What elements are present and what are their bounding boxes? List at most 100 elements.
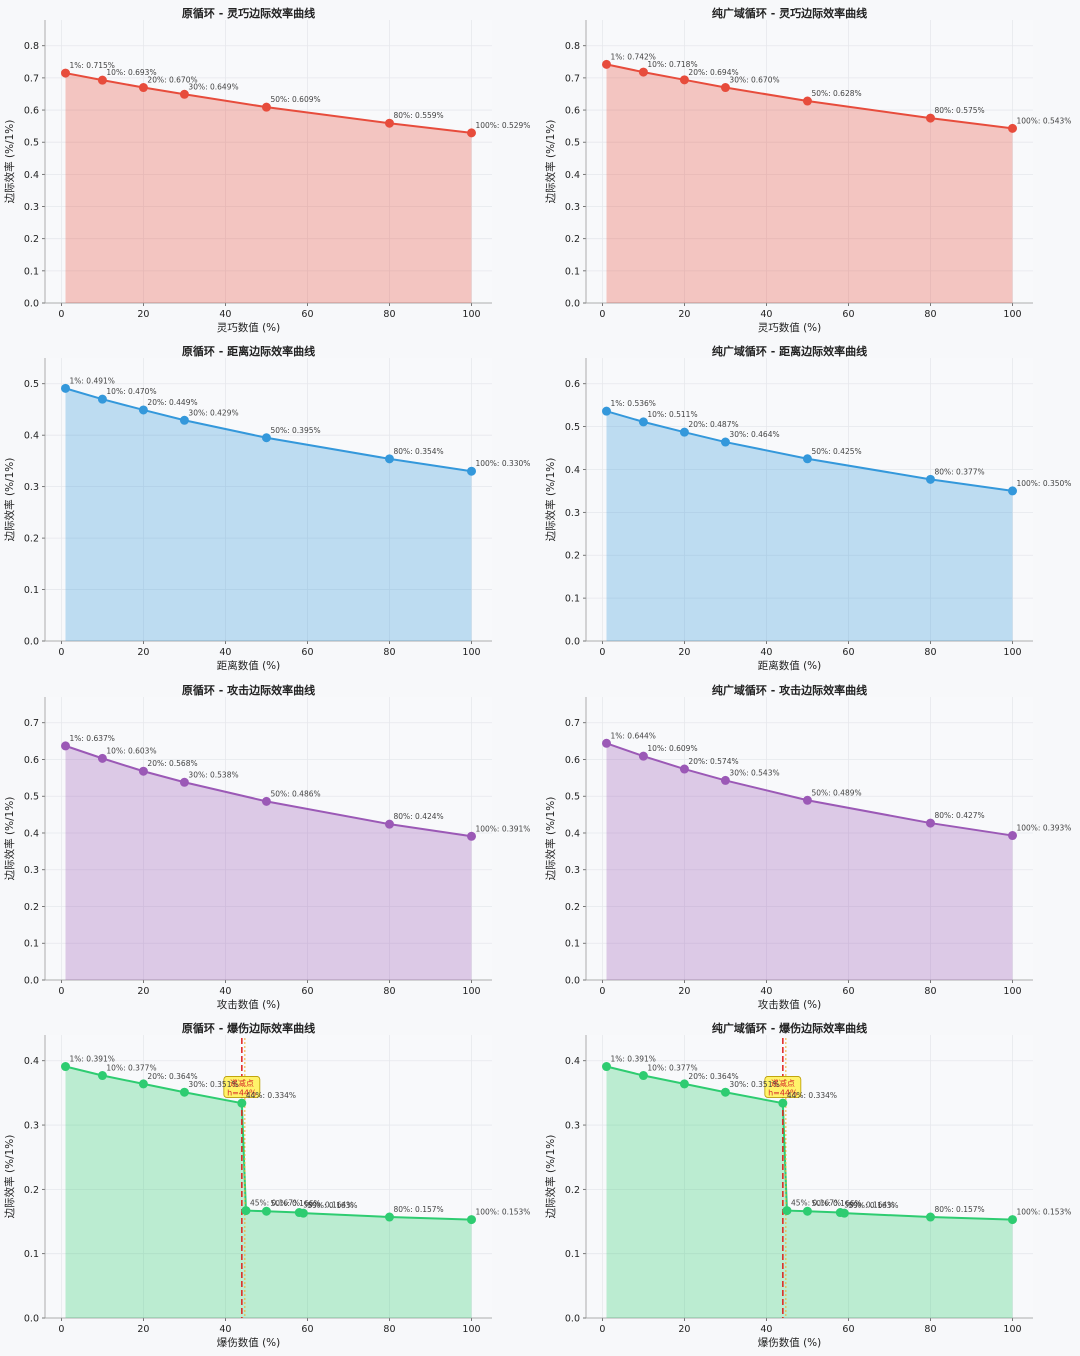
x-axis-label: 攻击数值 (%) xyxy=(758,998,822,1011)
x-tick-label: 40 xyxy=(219,986,231,997)
x-tick-label: 20 xyxy=(137,986,149,997)
data-label: 80%: 0.157% xyxy=(393,1205,443,1214)
data-point xyxy=(802,795,812,805)
plot-area xyxy=(586,20,1033,303)
data-point xyxy=(384,454,394,464)
x-tick-label: 20 xyxy=(678,647,690,658)
y-tick-label: 0.1 xyxy=(565,266,580,277)
data-point xyxy=(261,433,271,443)
data-label: 80%: 0.377% xyxy=(934,467,984,476)
data-label: 100%: 0.153% xyxy=(1016,1208,1071,1217)
data-point xyxy=(261,102,271,112)
data-label: 100%: 0.350% xyxy=(1016,479,1071,488)
area-fill xyxy=(606,411,1013,641)
data-label: 10%: 0.693% xyxy=(106,68,156,77)
chart-panel: 0.0 0.1 0.2 0.3 0.4 0.5 0.6 0 20 40 60 80 100 1%: 0.5… xyxy=(544,344,1071,672)
data-point xyxy=(679,764,689,774)
y-tick-label: 0.8 xyxy=(565,41,580,52)
breakpoint-badge xyxy=(223,1076,261,1098)
data-point xyxy=(237,1098,247,1108)
y-tick-label: 0.3 xyxy=(565,865,580,876)
y-tick-label: 0.5 xyxy=(565,138,580,149)
x-tick-label: 60 xyxy=(301,309,313,320)
data-point xyxy=(602,738,612,748)
y-tick-label: 0.6 xyxy=(24,755,39,766)
y-tick-label: 0.2 xyxy=(565,234,580,245)
y-tick-label: 0.0 xyxy=(565,637,580,648)
y-tick-label: 0.4 xyxy=(565,828,580,839)
x-tick-label: 0 xyxy=(58,647,64,658)
data-point xyxy=(1007,486,1017,496)
data-label: 100%: 0.153% xyxy=(475,1208,530,1217)
data-point xyxy=(261,796,271,806)
data-point xyxy=(925,474,935,484)
x-axis-label: 爆伤数值 (%) xyxy=(758,1336,822,1349)
data-point xyxy=(466,466,476,476)
chart-panel: 0.0 0.1 0.2 0.3 0.4 0.5 0.6 0.7 0 20 40 60 80 100 1%: … xyxy=(3,683,530,1011)
data-point xyxy=(602,59,612,69)
data-point xyxy=(679,1079,689,1089)
x-tick-label: 0 xyxy=(599,986,605,997)
data-label: 45%: 0.167% xyxy=(250,1199,300,1208)
data-point xyxy=(925,818,935,828)
y-tick-label: 0.5 xyxy=(24,379,39,390)
plot-area xyxy=(586,697,1033,980)
data-label: 100%: 0.330% xyxy=(475,459,530,468)
data-label: 1%: 0.391% xyxy=(611,1055,656,1064)
data-point xyxy=(61,1062,71,1072)
data-point xyxy=(298,1208,308,1218)
chart-panel: 0.0 0.1 0.2 0.3 0.4 0.5 0 20 40 60 80 100 1%: 0.491%… xyxy=(3,344,530,672)
data-label: 20%: 0.487% xyxy=(688,420,738,429)
y-axis-label: 边际效率 (%/1%) xyxy=(3,458,16,542)
y-tick-label: 0.4 xyxy=(24,828,39,839)
data-point xyxy=(778,1098,788,1108)
data-label: 50%: 0.166% xyxy=(811,1199,861,1208)
plot-area xyxy=(45,358,492,641)
y-tick-label: 0.2 xyxy=(24,1185,39,1196)
chart-title: 原循环 - 攻击边际效率曲线 xyxy=(182,683,315,697)
y-tick-label: 0.2 xyxy=(24,234,39,245)
data-point xyxy=(179,415,189,425)
data-point xyxy=(638,67,648,77)
x-tick-label: 80 xyxy=(924,986,936,997)
x-tick-label: 20 xyxy=(137,1324,149,1335)
data-label: 100%: 0.393% xyxy=(1016,824,1071,833)
y-axis-label: 边际效率 (%/1%) xyxy=(3,1135,16,1219)
data-point xyxy=(138,1079,148,1089)
x-tick-label: 20 xyxy=(678,1324,690,1335)
x-tick-label: 20 xyxy=(678,986,690,997)
x-tick-label: 40 xyxy=(760,986,772,997)
data-label: 30%: 0.670% xyxy=(729,76,779,85)
y-tick-label: 0.0 xyxy=(24,637,39,648)
data-label: 59%: 0.163% xyxy=(848,1201,898,1210)
data-point xyxy=(384,1212,394,1222)
data-point xyxy=(638,417,648,427)
y-tick-label: 0.3 xyxy=(565,1121,580,1132)
area-fill xyxy=(65,388,472,641)
data-label: 50%: 0.489% xyxy=(811,788,861,797)
x-tick-label: 80 xyxy=(383,986,395,997)
data-point xyxy=(61,741,71,751)
data-label: 30%: 0.351% xyxy=(729,1080,779,1089)
plot-area xyxy=(586,1035,1033,1318)
data-point xyxy=(97,1071,107,1081)
data-label: 44%: 0.334% xyxy=(246,1091,296,1100)
x-tick-label: 20 xyxy=(137,309,149,320)
plot-area xyxy=(45,1035,492,1318)
y-tick-label: 0.5 xyxy=(24,138,39,149)
y-axis-label: 边际效率 (%/1%) xyxy=(544,797,557,881)
data-label: 50%: 0.486% xyxy=(270,789,320,798)
data-point xyxy=(466,128,476,138)
x-axis-label: 爆伤数值 (%) xyxy=(217,1336,281,1349)
y-tick-label: 0.0 xyxy=(565,299,580,310)
data-label: 80%: 0.559% xyxy=(393,111,443,120)
data-point xyxy=(241,1206,251,1216)
data-label: 10%: 0.609% xyxy=(647,744,697,753)
chart-title: 纯广域循环 - 灵巧边际效率曲线 xyxy=(712,6,867,20)
data-label: 1%: 0.742% xyxy=(611,52,656,61)
x-tick-label: 100 xyxy=(462,647,480,658)
y-tick-label: 0.1 xyxy=(24,585,39,596)
chart-panel: 0.0 0.1 0.2 0.3 0.4 0.5 0.6 0.7 0.8 0 20 40 60 80 100 1… xyxy=(544,6,1071,334)
data-point xyxy=(638,1071,648,1081)
